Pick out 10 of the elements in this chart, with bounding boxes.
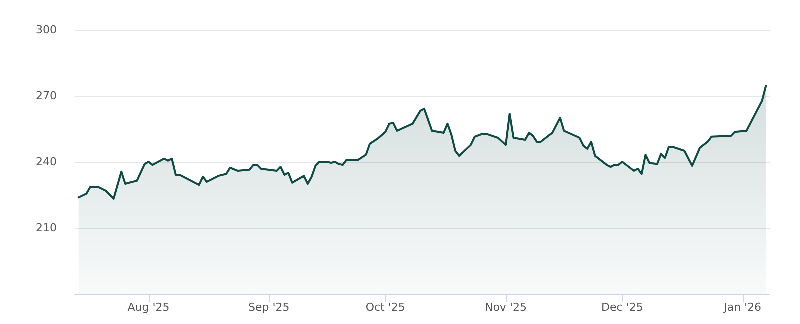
- x-tick-label: Dec '25: [602, 301, 644, 314]
- x-tick-label: Sep '25: [248, 301, 290, 314]
- x-tick-label: Nov '25: [484, 301, 527, 314]
- x-tick-label: Aug '25: [128, 301, 170, 314]
- y-tick-label: 300: [36, 24, 57, 36]
- x-tick-label: Jan '26: [723, 301, 762, 314]
- x-tick-label: Oct '25: [366, 301, 406, 314]
- y-tick-label: 240: [36, 156, 57, 168]
- y-tick-label: 270: [36, 90, 57, 102]
- y-tick-label: 210: [36, 222, 57, 234]
